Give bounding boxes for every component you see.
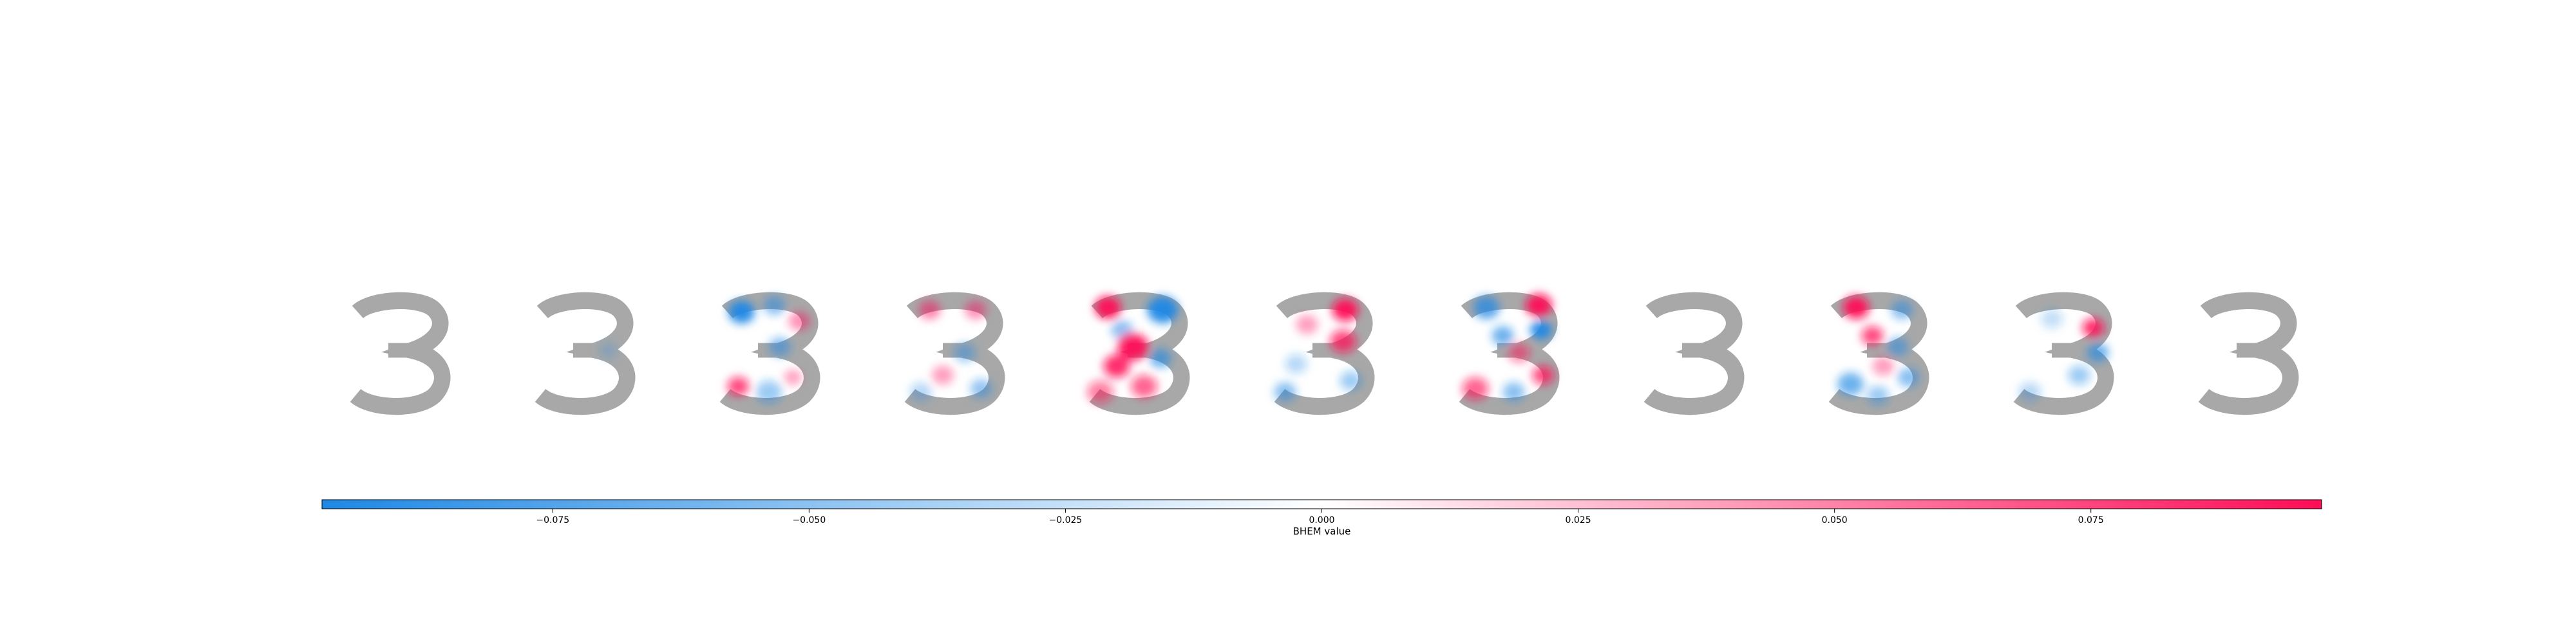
- attribution-blob: [1274, 382, 1296, 402]
- digit-panel: [350, 292, 451, 415]
- colorbar-gradient: [321, 499, 2322, 509]
- attribution-blob: [954, 343, 976, 363]
- attribution-blob: [784, 370, 802, 385]
- attribution-blob: [1532, 365, 1555, 385]
- digit-panel: [2198, 292, 2299, 415]
- attribution-blob: [1330, 330, 1356, 353]
- attribution-blob: [1150, 348, 1171, 368]
- digit-panel: [2013, 292, 2114, 415]
- digit-panel: [719, 292, 820, 415]
- attribution-blob: [1296, 314, 1318, 334]
- attribution-blob: [1842, 296, 1870, 319]
- attribution-blob: [1530, 320, 1552, 340]
- attribution-blob: [2068, 365, 2090, 385]
- attribution-blob: [1087, 380, 1113, 404]
- attribution-blob: [1147, 296, 1179, 323]
- digit-panels: [350, 292, 2299, 415]
- attribution-overlay: [1274, 298, 1362, 402]
- attribution-overlay: [2019, 309, 2109, 402]
- digit-panel: [1274, 292, 1375, 415]
- attribution-blob: [1285, 354, 1307, 374]
- attribution-blob: [599, 343, 617, 358]
- colorbar-tick-label: 0.000: [1309, 515, 1334, 526]
- attribution-overlay: [910, 300, 992, 402]
- attribution-blob: [2082, 318, 2105, 337]
- attribution-blob: [1867, 386, 1889, 405]
- colorbar-ticks: −0.075 −0.050 −0.025 0.000 0.025 0.050 0.075: [536, 509, 2104, 526]
- digit-panel: [1087, 292, 1190, 415]
- attribution-blob: [932, 365, 954, 385]
- attribution-overlay: [1837, 296, 1920, 405]
- attribution-blob: [970, 379, 992, 399]
- colorbar-tick-label: 0.050: [1822, 515, 1848, 526]
- attribution-blob: [1473, 296, 1500, 319]
- colorbar: −0.075 −0.050 −0.025 0.000 0.025 0.050 0.075 B…: [321, 499, 2322, 537]
- attribution-blob: [1462, 377, 1489, 401]
- attribution-blob: [1332, 298, 1359, 321]
- attribution-blob: [965, 300, 987, 319]
- attribution-blob: [1872, 356, 1895, 376]
- attribution-blob: [1897, 368, 1920, 387]
- attribution-blob: [769, 337, 791, 357]
- attribution-blob: [1340, 371, 1362, 391]
- digit-panel: [1459, 292, 1560, 415]
- attribution-blob: [1508, 343, 1530, 363]
- attribution-blob: [2087, 343, 2109, 363]
- attribution-blob: [1526, 294, 1552, 317]
- digit-panel: [1643, 292, 1745, 415]
- attribution-blob: [1837, 372, 1864, 396]
- attribution-overlay: [727, 296, 811, 404]
- digit-panel: [535, 292, 636, 415]
- colorbar-tick-label: −0.025: [1049, 515, 1083, 526]
- colorbar-tick-label: −0.075: [536, 515, 569, 526]
- attribution-blob: [1103, 354, 1130, 378]
- attribution-overlay: [599, 343, 617, 358]
- attribution-blob: [2019, 382, 2041, 402]
- attribution-blob: [788, 311, 811, 331]
- attribution-blob: [1502, 382, 1525, 402]
- attribution-blob: [1095, 296, 1121, 319]
- attribution-blob: [763, 296, 786, 315]
- attribution-blob: [1861, 326, 1884, 346]
- digit-panel: [904, 292, 1005, 415]
- attribution-blob: [1131, 375, 1157, 398]
- attribution-overlay: [1087, 296, 1179, 404]
- attribution-blob: [727, 377, 750, 396]
- attribution-blob: [1886, 337, 1909, 357]
- attribution-blob: [910, 382, 932, 402]
- digit-panel: [1828, 292, 1929, 415]
- colorbar-label: BHEM value: [1293, 526, 1351, 537]
- attribution-blob: [1492, 326, 1514, 346]
- attribution-blob: [1891, 300, 1913, 319]
- attribution-blob: [2041, 309, 2063, 328]
- attribution-blob: [728, 300, 755, 324]
- attribution-overlay: [1462, 294, 1555, 402]
- attribution-blob: [1117, 333, 1149, 361]
- colorbar-tick-label: 0.075: [2078, 515, 2104, 526]
- attribution-blob: [755, 380, 782, 404]
- attribution-blob: [918, 300, 941, 319]
- colorbar-tick-label: −0.050: [792, 515, 826, 526]
- colorbar-tick-label: 0.025: [1566, 515, 1591, 526]
